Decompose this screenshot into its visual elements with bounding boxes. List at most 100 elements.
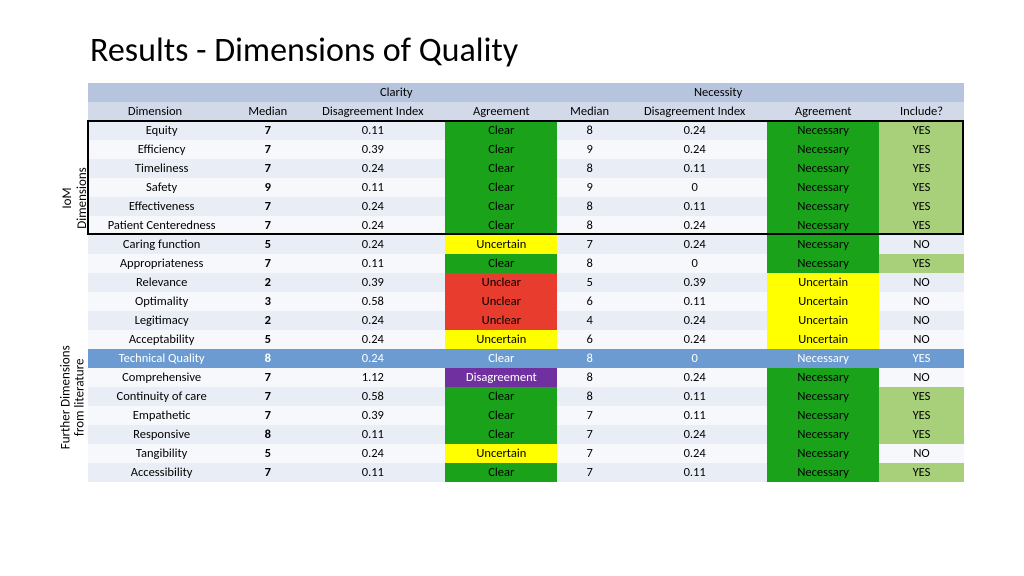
table-row: Relevance20.39Unclear50.39UncertainNO bbox=[88, 273, 964, 292]
header-include: Include? bbox=[879, 102, 964, 121]
quality-table: Clarity Necessity Dimension Median Disag… bbox=[88, 83, 964, 482]
table-cell: Uncertain bbox=[767, 311, 879, 330]
table-row: Empathetic70.39Clear70.11NecessaryYES bbox=[88, 406, 964, 425]
table-cell: 0 bbox=[622, 178, 767, 197]
table-cell: 2 bbox=[235, 273, 300, 292]
header-n-di: Disagreement Index bbox=[622, 102, 767, 121]
table-cell: Necessary bbox=[767, 368, 879, 387]
table-cell: Necessary bbox=[767, 178, 879, 197]
table-cell: Clear bbox=[445, 159, 557, 178]
table-cell: 7 bbox=[557, 463, 622, 482]
table-cell: Equity bbox=[88, 121, 236, 140]
header-n-agr: Agreement bbox=[767, 102, 879, 121]
table-cell: YES bbox=[879, 254, 964, 273]
table-cell: Clear bbox=[445, 349, 557, 368]
table-cell: Necessary bbox=[767, 406, 879, 425]
table-cell: Uncertain bbox=[445, 330, 557, 349]
table-cell: 0.24 bbox=[300, 330, 445, 349]
table-cell: 1.12 bbox=[300, 368, 445, 387]
table-cell: Necessary bbox=[767, 121, 879, 140]
table-cell: 0.11 bbox=[622, 159, 767, 178]
table-cell: 7 bbox=[557, 406, 622, 425]
table-cell: 0.24 bbox=[300, 444, 445, 463]
table-cell: 0.39 bbox=[300, 273, 445, 292]
table-cell: 0.11 bbox=[622, 292, 767, 311]
table-cell: Efficiency bbox=[88, 140, 236, 159]
table-cell: NO bbox=[879, 368, 964, 387]
table-cell: Clear bbox=[445, 406, 557, 425]
table-cell: NO bbox=[879, 444, 964, 463]
table-cell: YES bbox=[879, 463, 964, 482]
table-cell: 3 bbox=[235, 292, 300, 311]
table-cell: Necessary bbox=[767, 463, 879, 482]
table-cell: 0.24 bbox=[622, 311, 767, 330]
table-cell: 9 bbox=[557, 178, 622, 197]
table-row: Optimality30.58Unclear60.11UncertainNO bbox=[88, 292, 964, 311]
iom-label: IoMDimensions bbox=[60, 153, 90, 243]
table-cell: 7 bbox=[557, 444, 622, 463]
table-cell: Necessary bbox=[767, 235, 879, 254]
table-cell: Caring function bbox=[88, 235, 236, 254]
table-cell: 0.11 bbox=[300, 463, 445, 482]
table-row: Timeliness70.24Clear80.11NecessaryYES bbox=[88, 159, 964, 178]
table-cell: 0.11 bbox=[622, 387, 767, 406]
table-cell: Necessary bbox=[767, 349, 879, 368]
table-cell: 0.24 bbox=[622, 425, 767, 444]
header-necessity: Necessity bbox=[557, 83, 879, 102]
table-cell: 8 bbox=[557, 216, 622, 235]
table-cell: 8 bbox=[557, 387, 622, 406]
table-cell: 8 bbox=[557, 254, 622, 273]
table-cell: Clear bbox=[445, 387, 557, 406]
page-title: Results - Dimensions of Quality bbox=[90, 30, 964, 71]
table-cell: NO bbox=[879, 235, 964, 254]
table-cell: Legitimacy bbox=[88, 311, 236, 330]
table-cell: Clear bbox=[445, 121, 557, 140]
table-cell: Unclear bbox=[445, 273, 557, 292]
table-cell: Uncertain bbox=[767, 273, 879, 292]
table-cell: Clear bbox=[445, 197, 557, 216]
table-cell: 0.39 bbox=[622, 273, 767, 292]
table-cell: Responsive bbox=[88, 425, 236, 444]
table-cell: NO bbox=[879, 273, 964, 292]
table-cell: Clear bbox=[445, 178, 557, 197]
table-cell: 0.24 bbox=[622, 330, 767, 349]
table-cell: 0.39 bbox=[300, 140, 445, 159]
table-cell: Necessary bbox=[767, 254, 879, 273]
table-cell: 7 bbox=[557, 425, 622, 444]
table-cell: YES bbox=[879, 140, 964, 159]
table-cell: Necessary bbox=[767, 140, 879, 159]
table-cell: Optimality bbox=[88, 292, 236, 311]
table-cell: 5 bbox=[557, 273, 622, 292]
table-cell: Timeliness bbox=[88, 159, 236, 178]
table-cell: 4 bbox=[557, 311, 622, 330]
table-cell: Clear bbox=[445, 216, 557, 235]
table-cell: 8 bbox=[557, 197, 622, 216]
table-cell: 5 bbox=[235, 235, 300, 254]
table-cell: Clear bbox=[445, 140, 557, 159]
table-cell: YES bbox=[879, 216, 964, 235]
table-cell: 0.11 bbox=[622, 463, 767, 482]
table-cell: NO bbox=[879, 292, 964, 311]
table-cell: 0 bbox=[622, 254, 767, 273]
table-cell: 7 bbox=[235, 254, 300, 273]
table-cell: YES bbox=[879, 159, 964, 178]
table-cell: 0.24 bbox=[622, 216, 767, 235]
table-cell: Clear bbox=[445, 425, 557, 444]
table-row: Equity70.11Clear80.24NecessaryYES bbox=[88, 121, 964, 140]
table-cell: 9 bbox=[557, 140, 622, 159]
header-c-agr: Agreement bbox=[445, 102, 557, 121]
table-cell: Necessary bbox=[767, 216, 879, 235]
table-row: Acceptability50.24Uncertain60.24Uncertai… bbox=[88, 330, 964, 349]
table-cell: Accessibility bbox=[88, 463, 236, 482]
table-cell: 0.24 bbox=[300, 216, 445, 235]
table-cell: Empathetic bbox=[88, 406, 236, 425]
further-label: Further Dimensionsfrom literature bbox=[60, 337, 89, 457]
table-row: Appropriateness70.11Clear80NecessaryYES bbox=[88, 254, 964, 273]
table-cell: YES bbox=[879, 406, 964, 425]
table-row: Responsive80.11Clear70.24NecessaryYES bbox=[88, 425, 964, 444]
table-cell: YES bbox=[879, 121, 964, 140]
table-cell: Safety bbox=[88, 178, 236, 197]
table-cell: Disagreement bbox=[445, 368, 557, 387]
table-cell: 0.11 bbox=[300, 254, 445, 273]
table-cell: 5 bbox=[235, 330, 300, 349]
